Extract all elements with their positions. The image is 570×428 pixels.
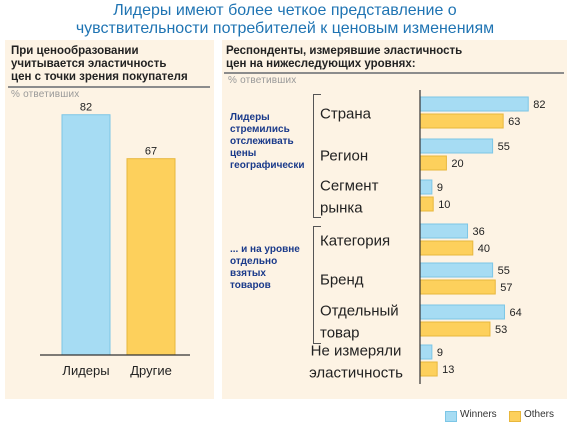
bar-others (419, 361, 438, 377)
y-tick-label: Регион (320, 148, 368, 165)
bar-winners (419, 223, 469, 239)
y-tick-label: Сегмент (320, 178, 379, 195)
bar-winners (419, 138, 494, 154)
bar-value-label: 13 (442, 364, 454, 376)
brace-product (313, 226, 321, 344)
y-tick-label: Бренд (320, 272, 364, 289)
bar-value-label: 20 (451, 158, 463, 170)
bar-winners (419, 262, 494, 278)
left-panel-title-line-1: При ценообразовании (11, 45, 139, 57)
bar-winners (419, 304, 505, 320)
bar-others (419, 240, 474, 256)
y-tick-label: товар (320, 325, 360, 342)
y-tick-label: Страна (320, 106, 372, 123)
legend-swatch-winners (445, 411, 457, 422)
bar-others (419, 321, 491, 337)
bar-value-label: 36 (473, 226, 485, 238)
group-label-geography-line-3: отслеживать (230, 136, 294, 147)
left-panel-title-line-3: цен с точки зрения покупателя (11, 71, 188, 83)
y-tick-label: Категория (320, 233, 390, 250)
bar-others (419, 155, 447, 171)
bar-value-label: 53 (495, 324, 507, 336)
group-label-geography-line-2: стремились (230, 124, 290, 135)
brace-geography (313, 94, 321, 218)
bar-value-label: 55 (498, 265, 510, 277)
right-panel-title: Респонденты, измерявшие эластичность цен… (226, 45, 462, 71)
y-tick-label: рынка (320, 200, 363, 217)
right-panel-divider (224, 72, 564, 74)
chart-title: Лидеры имеют более четкое представление … (0, 2, 570, 38)
bar-others (419, 279, 496, 295)
right-panel-title-line-2: цен на нижеследующих уровнях: (226, 58, 416, 70)
legend-label-others: Others (524, 409, 555, 420)
left-panel-title: При ценообразовании учитывается эластичн… (11, 45, 188, 84)
group-label-product: ... и на уровне отдельно взятых товаров (230, 244, 300, 292)
chart-title-line-2: чувствительности потребителей к ценовым … (75, 20, 495, 37)
group-label-geography-line-4: цены (230, 148, 257, 159)
bar-value-label: 63 (508, 116, 520, 128)
bar-value-label: 64 (509, 307, 521, 319)
legend: Winners Others (445, 409, 565, 423)
bar-value-label: 55 (498, 141, 510, 153)
bar-winners (419, 179, 433, 195)
group-label-product-line-2: отдельно (230, 256, 278, 267)
x-tick-label: Лидеры (62, 363, 109, 378)
legend-label-winners: Winners (460, 409, 497, 420)
bar-value-label: 67 (145, 146, 157, 158)
bar-winners (419, 96, 529, 112)
left-panel-divider (8, 86, 210, 88)
bar-value-label: 10 (438, 199, 450, 211)
group-label-product-line-4: товаров (230, 280, 271, 291)
right-panel-subtitle: % ответивших (228, 75, 297, 86)
group-label-product-line-3: взятых (230, 268, 266, 279)
bar-value-label: 82 (80, 102, 92, 114)
right-panel-title-line-1: Респонденты, измерявшие эластичность (226, 45, 463, 57)
group-label-geography: Лидеры стремились отслеживать цены геогр… (230, 112, 305, 172)
bar-value-label: 57 (500, 282, 512, 294)
bar-others (126, 158, 176, 356)
group-label-product-line-1: ... и на уровне (230, 244, 300, 255)
left-panel-title-line-2: учитывается эластичность (11, 58, 167, 70)
x-tick-label: Другие (130, 363, 172, 378)
bar-value-label: 40 (478, 243, 490, 255)
y-tick-label: эластичность (309, 365, 403, 382)
left-panel-subtitle: % ответивших (11, 89, 80, 100)
group-label-geography-line-1: Лидеры (230, 112, 270, 123)
bar-others (419, 196, 434, 212)
bar-value-label: 82 (533, 99, 545, 111)
bar-value-label: 9 (437, 347, 443, 359)
bar-value-label: 9 (437, 182, 443, 194)
bar-leaders (61, 114, 111, 356)
y-tick-label: Отдельный (320, 303, 399, 320)
chart-title-line-1: Лидеры имеют более четкое представление … (113, 2, 457, 19)
bar-others (419, 113, 504, 129)
y-tick-label: Не измеряли (311, 343, 402, 360)
group-label-geography-line-5: географически (230, 160, 305, 171)
legend-swatch-others (509, 411, 521, 422)
bar-winners (419, 344, 433, 360)
